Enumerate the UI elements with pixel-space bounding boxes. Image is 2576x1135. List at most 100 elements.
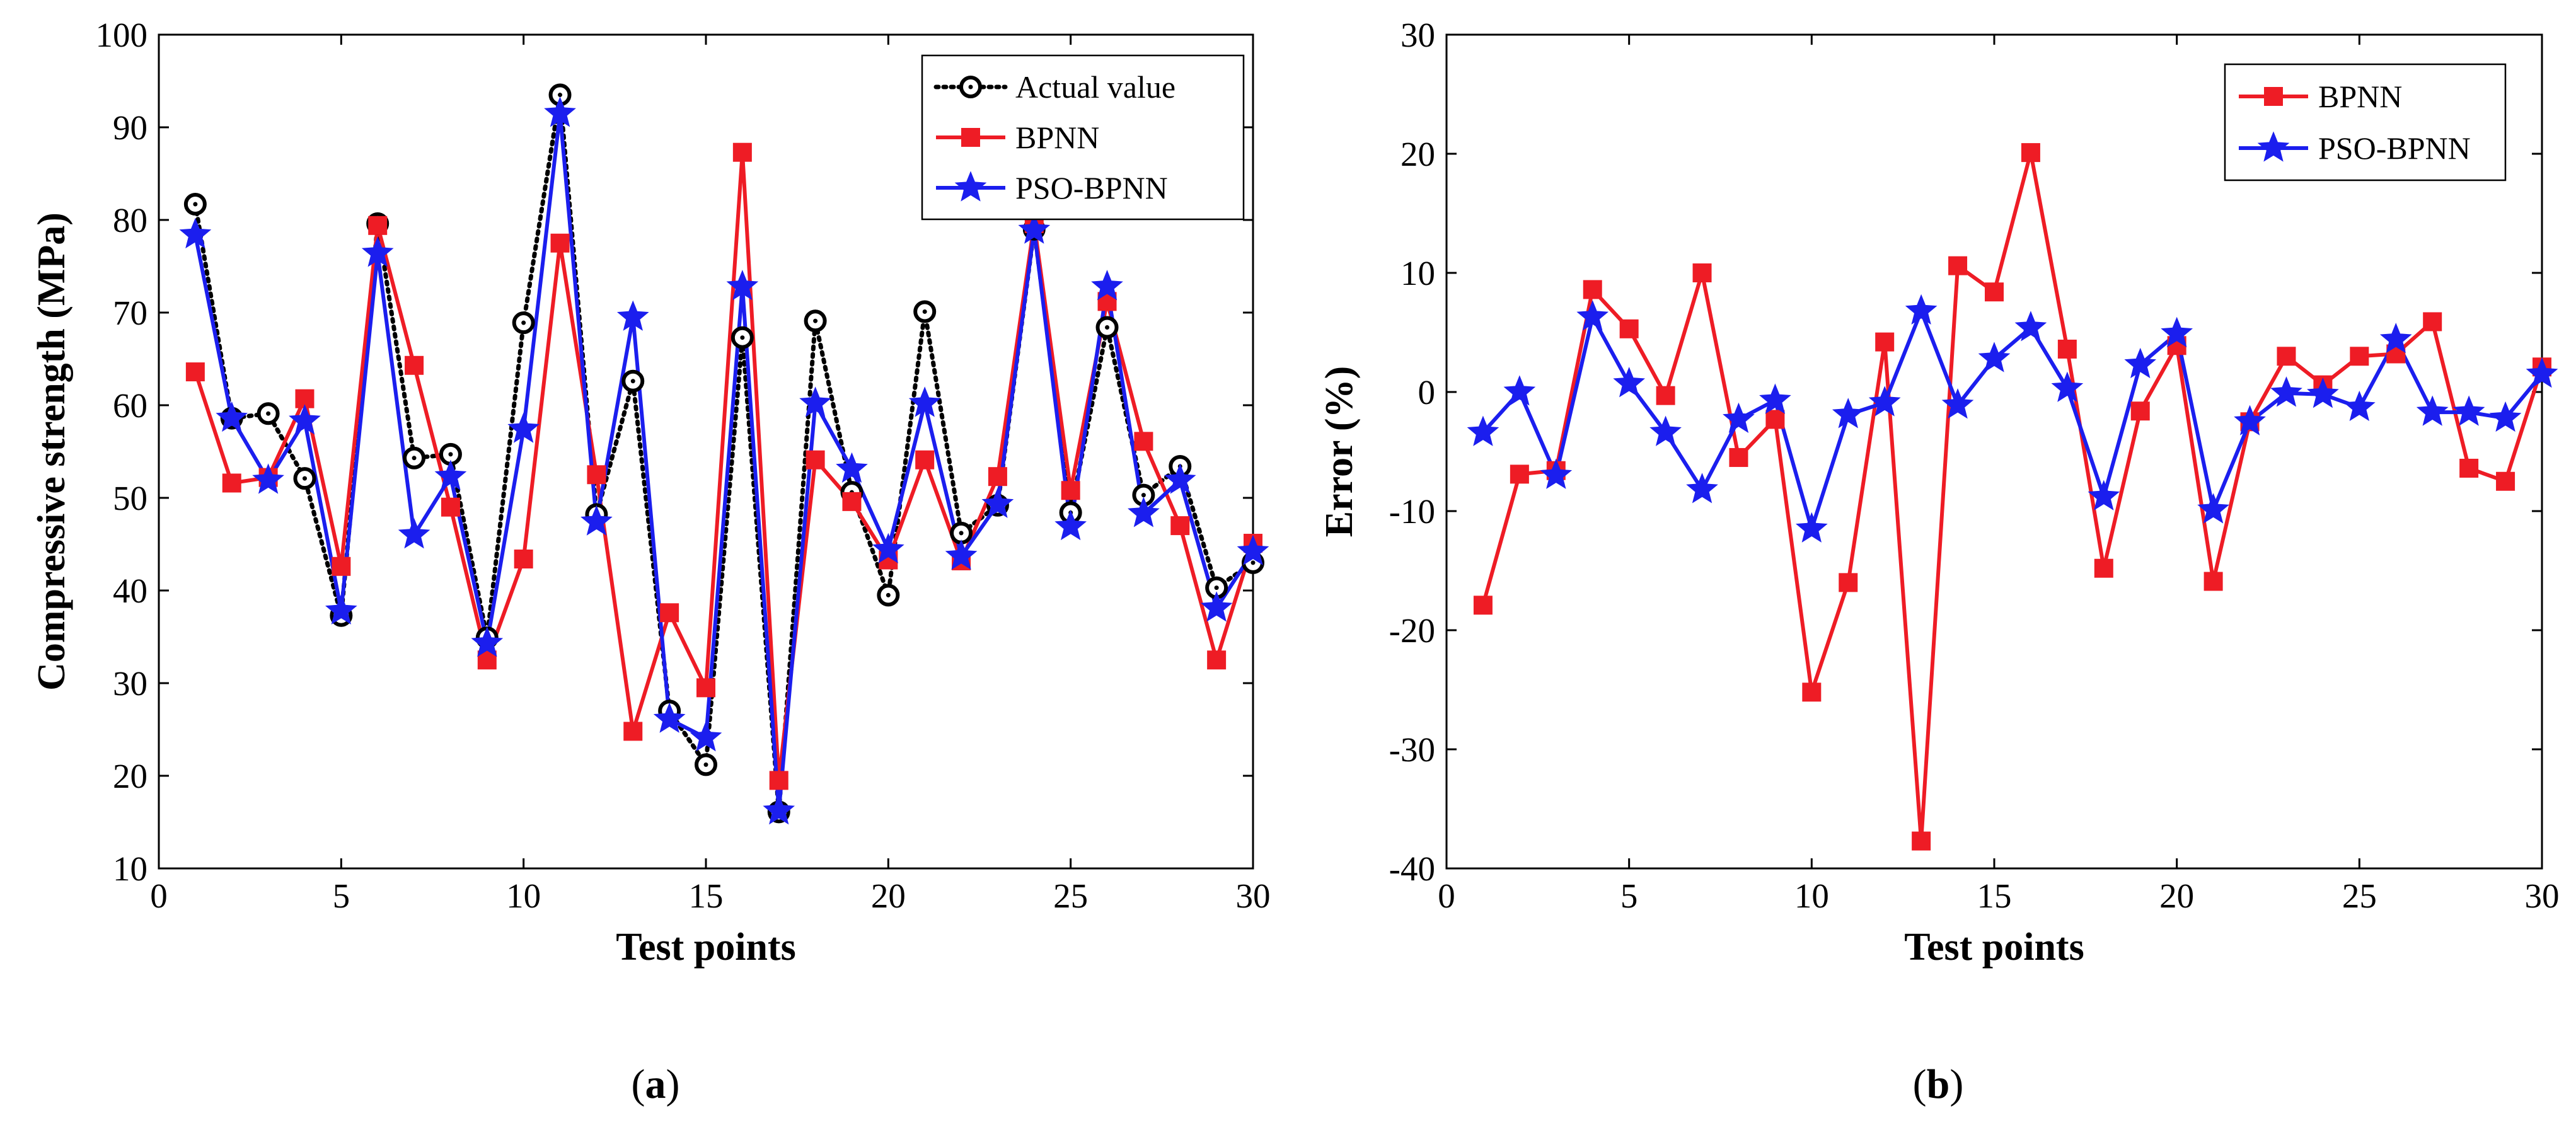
data-point-bpnn <box>1656 386 1675 405</box>
data-point-pso-bpnn <box>2307 378 2338 408</box>
data-point-pso-bpnn <box>1687 473 1718 503</box>
y-tick-label: 10 <box>113 850 147 888</box>
data-point-pso-bpnn <box>399 519 429 548</box>
data-point-actual-value-dot <box>1105 325 1110 330</box>
chart-b-legend: BPNN PSO-BPNN <box>2224 63 2507 181</box>
chart-b-axes: 0 5 10 15 20 25 30 -40 -30 -20 -10 0 10 20 30 <box>1389 16 2560 915</box>
x-tick-label: 30 <box>1236 877 1271 915</box>
x-tick-label: 5 <box>333 877 350 915</box>
data-point-bpnn <box>2203 572 2223 591</box>
y-tick-label: 60 <box>113 386 147 425</box>
data-point-actual-value-dot <box>1250 560 1256 565</box>
x-tick-label: 15 <box>1977 877 2012 915</box>
data-point-bpnn <box>842 492 862 511</box>
legend-marker <box>961 128 980 147</box>
data-point-actual-value <box>403 446 426 470</box>
caption-a-letter: a <box>645 1061 666 1107</box>
data-point-actual-value <box>512 311 535 335</box>
data-point-bpnn <box>732 142 752 162</box>
data-point-pso-bpnn <box>1505 376 1535 405</box>
data-point-bpnn <box>2423 312 2442 331</box>
data-point-actual-value-dot <box>558 93 563 98</box>
legend-box <box>2224 63 2507 181</box>
data-point-bpnn <box>1802 683 1822 702</box>
caption-a: (a) <box>632 1061 680 1107</box>
data-point-pso-bpnn <box>1541 459 1571 488</box>
legend-marker <box>2264 87 2283 106</box>
y-tick-label: 20 <box>113 757 147 795</box>
x-tick-label: 10 <box>1794 877 1829 915</box>
data-point-pso-bpnn <box>2344 391 2375 420</box>
data-point-actual-value <box>731 326 754 349</box>
data-point-actual-value-dot <box>813 318 818 323</box>
y-tick-label: 80 <box>113 201 147 239</box>
chart-a-legend: Actual value BPNN PSO-BPNN <box>921 54 1245 221</box>
x-tick-label: 25 <box>1053 877 1088 915</box>
data-point-actual-value-dot <box>922 309 927 314</box>
series-line-bpnn <box>1481 151 2544 843</box>
data-point-bpnn <box>1692 263 1712 282</box>
x-tick-label: 10 <box>506 877 541 915</box>
chart-a-x-axis-label: Test points <box>616 926 795 969</box>
legend-label: PSO-BPNN <box>1015 170 1168 205</box>
y-tick-label: -10 <box>1389 492 1435 531</box>
chart-b: 0 5 10 15 20 25 30 -40 -30 -20 -10 0 10 20 30 Test poi… <box>1318 16 2560 969</box>
y-tick-label: 20 <box>1401 135 1435 173</box>
data-point-actual-value <box>257 402 280 425</box>
data-point-actual-value-dot <box>412 456 417 461</box>
x-tick-label: 5 <box>1620 877 1638 915</box>
caption-b-letter: b <box>1927 1061 1950 1107</box>
data-point-actual-value <box>621 369 645 393</box>
y-tick-label: 70 <box>113 294 147 332</box>
data-point-actual-value-dot <box>193 202 198 207</box>
data-point-actual-value <box>877 584 900 607</box>
data-point-bpnn <box>2277 347 2296 366</box>
y-tick-label: 100 <box>96 16 148 54</box>
chart-a: 0 5 10 15 20 25 30 10 20 30 40 50 60 70 80 90 100 Test p… <box>30 16 1271 969</box>
data-point-actual-value <box>804 309 827 333</box>
legend-label: Actual value <box>1015 69 1175 105</box>
data-point-bpnn <box>1473 596 1493 615</box>
data-point-pso-bpnn <box>2052 372 2082 401</box>
data-point-bpnn <box>1948 256 1968 275</box>
y-tick-label: -30 <box>1389 730 1435 769</box>
data-point-actual-value <box>293 467 316 490</box>
y-tick-label: -40 <box>1389 850 1435 888</box>
data-point-pso-bpnn <box>691 722 721 751</box>
data-point-bpnn <box>1729 447 1748 467</box>
chart-b-series <box>1481 151 2544 843</box>
data-point-actual-value <box>695 753 717 776</box>
data-point-bpnn <box>222 473 241 493</box>
data-point-bpnn <box>514 550 533 569</box>
data-point-bpnn <box>368 216 388 235</box>
data-point-bpnn <box>2094 558 2113 578</box>
data-point-bpnn <box>2057 339 2077 359</box>
data-point-actual-value-dot <box>302 476 307 481</box>
data-point-actual-value-dot <box>1141 493 1146 498</box>
data-point-actual-value-dot <box>521 320 526 325</box>
data-point-bpnn <box>769 771 788 790</box>
data-point-pso-bpnn <box>1833 398 1864 428</box>
data-point-actual-value-dot <box>703 762 708 767</box>
legend-marker-dot <box>968 84 973 89</box>
x-tick-label: 15 <box>689 877 724 915</box>
data-point-pso-bpnn <box>1796 513 1827 542</box>
data-point-bpnn <box>988 467 1007 487</box>
legend-label: BPNN <box>1015 120 1099 155</box>
caption-b: (b) <box>1913 1061 1964 1107</box>
data-point-actual-value <box>183 193 207 216</box>
data-point-bpnn <box>1583 280 1602 299</box>
legend-label: BPNN <box>2318 79 2402 114</box>
x-tick-label: 25 <box>2342 877 2377 915</box>
data-point-bpnn <box>2130 401 2150 421</box>
chart-b-x-axis-label: Test points <box>1904 926 2084 969</box>
data-point-bpnn <box>1134 432 1153 451</box>
data-point-bpnn <box>806 450 825 470</box>
chart-b-y-axis-label: Error (%) <box>1318 366 1361 537</box>
data-point-bpnn <box>332 556 351 576</box>
data-point-bpnn <box>405 355 424 375</box>
legend-label: PSO-BPNN <box>2318 130 2471 166</box>
data-point-bpnn <box>441 497 460 517</box>
data-point-actual-value-dot <box>630 379 635 384</box>
